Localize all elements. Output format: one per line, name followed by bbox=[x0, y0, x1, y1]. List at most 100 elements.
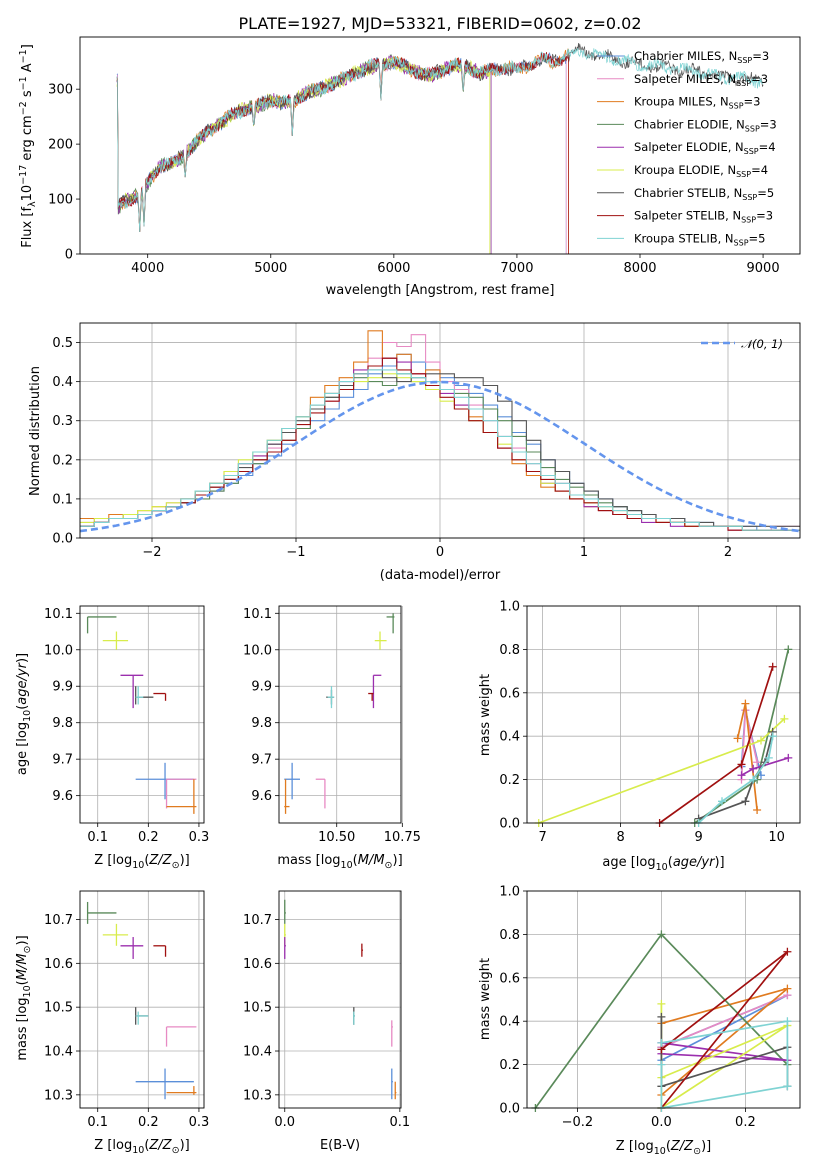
weight-vs-age-point-marker bbox=[757, 736, 765, 745]
age-vs-z-ytick-label: 9.7 bbox=[52, 753, 73, 768]
weight-vs-age-series-line bbox=[538, 718, 785, 824]
weight-vs-z-series-line bbox=[660, 951, 789, 1109]
age-vs-mass-xtick-label: 10.50 bbox=[318, 830, 355, 845]
mass-vs-z-xtick-label: 0.3 bbox=[189, 1115, 210, 1130]
weight-vs-age-ylabel: mass weight bbox=[478, 674, 493, 756]
weight-vs-age-point-marker bbox=[737, 760, 746, 769]
age-vs-mass-xtick-label: 10.75 bbox=[384, 830, 421, 845]
residuals-ytick-label: 0.5 bbox=[52, 336, 73, 351]
age-vs-z-axes: 0.1 0.2 0.3 9.6 9.7 9.8 9.9 10.0 10.1 bbox=[44, 606, 209, 845]
spectrum-xtick-label: 5000 bbox=[254, 261, 287, 276]
spectrum-legend-label: Chabrier ELODIE, NSSP=3 bbox=[634, 117, 777, 133]
weight-vs-age-frame bbox=[526, 605, 801, 824]
spectrum-xtick-label: 8000 bbox=[623, 261, 656, 276]
age-vs-z-ytick-label: 9.9 bbox=[52, 680, 73, 695]
weight-vs-age-point-marker bbox=[718, 797, 726, 806]
weight-vs-z-point-marker bbox=[657, 1060, 666, 1069]
mass-vs-ebv-ytick-label: 10.6 bbox=[243, 957, 272, 972]
age-vs-z-ytick-label: 10.1 bbox=[44, 607, 73, 622]
age-vs-mass-xlabel: mass [log10(M/M⊙)] bbox=[277, 853, 402, 871]
weight-vs-age-point-marker bbox=[741, 699, 750, 708]
age-vs-mass-ytick-label: 9.8 bbox=[251, 716, 272, 731]
weight-vs-z-point-marker bbox=[783, 1017, 792, 1026]
mass-vs-z-ytick-label: 10.3 bbox=[44, 1088, 73, 1103]
weight-vs-age-point-marker bbox=[780, 714, 789, 723]
mass-vs-ebv-ytick-label: 10.3 bbox=[243, 1088, 272, 1103]
spectrum-series-line bbox=[116, 54, 492, 254]
weight-vs-age-ytick-label: 0.0 bbox=[499, 817, 520, 832]
mass-vs-ebv-ytick-label: 10.4 bbox=[243, 1045, 272, 1060]
weight-vs-z-point-marker bbox=[657, 930, 666, 939]
weight-vs-age-point-marker bbox=[749, 775, 758, 784]
spectrum-series-line bbox=[116, 48, 764, 233]
weight-vs-age-ytick-label: 0.2 bbox=[499, 773, 520, 788]
weight-vs-age-point-marker bbox=[768, 732, 777, 741]
weight-vs-age-point-marker bbox=[749, 764, 758, 773]
spectrum-xtick-label: 6000 bbox=[377, 261, 410, 276]
spectrum-ytick-label: 300 bbox=[48, 83, 73, 98]
weight-vs-z-ylabel: mass weight bbox=[478, 958, 493, 1040]
weight-vs-z-ytick-label: 0.6 bbox=[499, 971, 520, 986]
weight-vs-age-ytick-label: 0.6 bbox=[499, 686, 520, 701]
spectrum-legend-label: Salpeter MILES, NSSP=3 bbox=[634, 72, 768, 88]
spectrum-axes: 4000 5000 6000 7000 8000 9000 0 100 200 300 bbox=[48, 83, 779, 276]
weight-vs-z-axes: −0.2 0.0 0.2 0.0 0.2 0.4 0.6 0.8 1.0 bbox=[499, 885, 800, 1130]
weight-vs-age-point-marker bbox=[764, 753, 773, 762]
spectrum-xtick-label: 7000 bbox=[500, 261, 533, 276]
weight-vs-age-xlabel: age [log10(age/yr)] bbox=[602, 855, 724, 873]
residuals-ytick-label: 0.1 bbox=[52, 492, 73, 507]
weight-vs-age-point-marker bbox=[784, 753, 793, 762]
weight-vs-z-xtick-label: 0.0 bbox=[651, 1115, 672, 1130]
spectrum-ytick-label: 200 bbox=[48, 138, 73, 153]
age-vs-z-ytick-label: 9.6 bbox=[52, 789, 73, 804]
weight-vs-z-ytick-label: 0.0 bbox=[499, 1102, 520, 1117]
figure-title: PLATE=1927, MJD=53321, FIBERID=0602, z=0… bbox=[238, 14, 641, 33]
age-vs-mass-ytick-label: 10.0 bbox=[243, 643, 272, 658]
spectrum-xtick-label: 9000 bbox=[747, 261, 780, 276]
spectrum-xlabel: wavelength [Angstrom, rest frame] bbox=[326, 283, 555, 298]
mass-vs-ebv-xlabel: E(B-V) bbox=[320, 1138, 360, 1153]
spectrum-series-line bbox=[116, 50, 569, 254]
spectrum-ytick-label: 0 bbox=[65, 248, 73, 263]
mass-vs-z-ylabel: mass [log10(M/M⊙)] bbox=[15, 935, 33, 1060]
residuals-frame bbox=[79, 322, 801, 539]
weight-vs-age-point-marker bbox=[737, 771, 746, 780]
residuals-xtick-label: 0 bbox=[436, 545, 444, 560]
weight-vs-age-ytick-label: 0.8 bbox=[499, 643, 520, 658]
age-vs-mass-ytick-label: 9.7 bbox=[251, 753, 272, 768]
weight-vs-age-xtick-label: 9 bbox=[694, 830, 702, 845]
age-vs-z-xtick-label: 0.1 bbox=[87, 830, 108, 845]
mass-vs-ebv-ytick-label: 10.5 bbox=[243, 1001, 272, 1016]
mass-vs-ebv-axes: 0.0 0.1 10.3 10.4 10.5 10.6 10.7 bbox=[243, 891, 410, 1130]
age-vs-mass-frame bbox=[278, 605, 402, 824]
residuals-histogram bbox=[80, 369, 800, 531]
weight-vs-z-series-line bbox=[660, 1003, 788, 1110]
residuals-xlabel: (data-model)/error bbox=[380, 568, 501, 583]
spectrum-frame bbox=[79, 36, 801, 255]
spectrum-legend-label: Chabrier MILES, NSSP=3 bbox=[634, 49, 769, 65]
weight-vs-age-point-marker bbox=[768, 662, 777, 671]
normal-distribution-curve bbox=[79, 380, 801, 533]
weight-vs-age-xtick-label: 8 bbox=[616, 830, 624, 845]
weight-vs-z-ytick-label: 0.2 bbox=[499, 1058, 520, 1073]
spectrum-legend-label: Kroupa STELIB, NSSP=5 bbox=[634, 231, 765, 247]
residuals-xtick-label: 1 bbox=[580, 545, 588, 560]
residuals-xtick-label: −1 bbox=[286, 545, 305, 560]
mass-vs-z-xtick-label: 0.2 bbox=[138, 1115, 159, 1130]
residuals-axes: −2 −1 0 1 2 0.0 0.1 0.2 0.3 0.4 0.5 bbox=[52, 323, 800, 560]
residuals-ytick-label: 0.3 bbox=[52, 414, 73, 429]
spectrum-series-line bbox=[116, 58, 491, 254]
spectrum-legend-label: Salpeter STELIB, NSSP=3 bbox=[634, 209, 773, 225]
weight-vs-z-ytick-label: 0.8 bbox=[499, 928, 520, 943]
mass-vs-z-ytick-label: 10.4 bbox=[44, 1045, 73, 1060]
age-vs-z-xtick-label: 0.3 bbox=[189, 830, 210, 845]
residuals-ytick-label: 0.0 bbox=[52, 532, 73, 547]
age-vs-z-ytick-label: 9.8 bbox=[52, 716, 73, 731]
weight-vs-age-point-marker bbox=[784, 645, 793, 654]
residuals-ytick-label: 0.4 bbox=[52, 375, 73, 390]
spectrum-legend-label: Kroupa MILES, NSSP=3 bbox=[634, 95, 760, 111]
residuals-ylabel: Normed distribution bbox=[28, 366, 43, 496]
weight-vs-age-point-marker bbox=[753, 758, 762, 767]
weight-vs-z-ytick-label: 0.4 bbox=[499, 1015, 520, 1030]
